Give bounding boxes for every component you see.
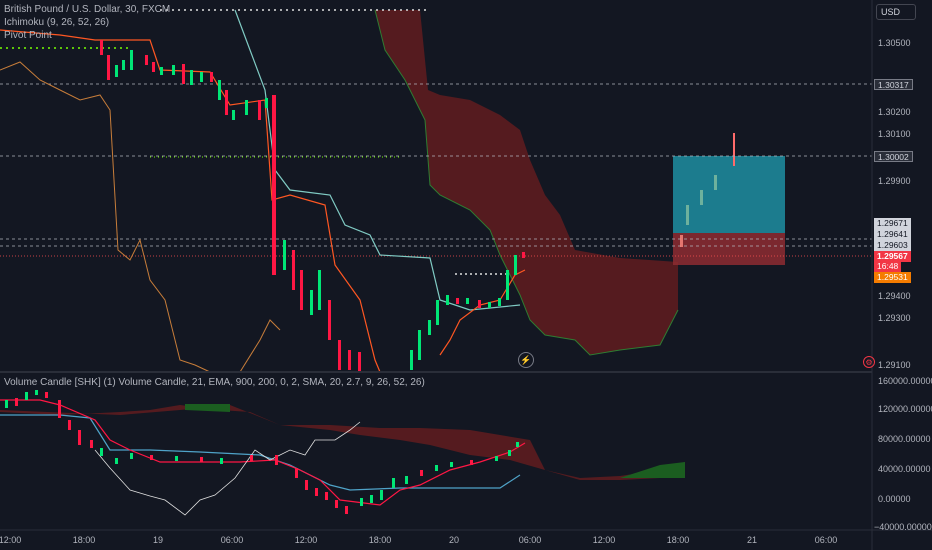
target-zone bbox=[673, 156, 785, 233]
symbol-title[interactable]: British Pound / U.S. Dollar, 30, FXCM bbox=[4, 4, 171, 15]
volume-axis-label: 160000.00000 bbox=[878, 376, 932, 386]
volume-panel-title[interactable]: Volume Candle [SHK] (1) Volume Candle, 2… bbox=[4, 377, 425, 388]
volume-candles bbox=[5, 390, 519, 514]
time-axis-label: 12:00 bbox=[294, 535, 318, 545]
stop-zone bbox=[673, 233, 785, 265]
ichimoku-cloud bbox=[375, 10, 678, 355]
indicator-ichimoku[interactable]: Ichimoku (9, 26, 52, 26) bbox=[4, 17, 110, 28]
current-price-tag: 1.29567 bbox=[874, 251, 911, 262]
time-axis-label: 20 bbox=[448, 535, 460, 545]
price-tag: 1.29603 bbox=[874, 240, 911, 251]
time-axis-label: 18:00 bbox=[72, 535, 96, 545]
time-axis-label: 18:00 bbox=[666, 535, 690, 545]
price-axis-label: 1.29900 bbox=[878, 176, 911, 186]
volume-axis-label: 120000.00000 bbox=[878, 404, 932, 414]
currency-button[interactable]: USD bbox=[876, 4, 916, 20]
time-axis-label: 18:00 bbox=[368, 535, 392, 545]
main-candles bbox=[100, 40, 717, 372]
price-tag: 1.29641 bbox=[874, 229, 911, 240]
price-axis-label: 1.30200 bbox=[878, 107, 911, 117]
price-axis-label: 1.29300 bbox=[878, 313, 911, 323]
volume-axis-label: −40000.00000 bbox=[874, 522, 932, 532]
kijun-line bbox=[234, 9, 521, 311]
time-axis-label: 19 bbox=[152, 535, 164, 545]
price-axis-label: 1.30100 bbox=[878, 129, 911, 139]
gear-icon[interactable]: ⚙ bbox=[863, 356, 875, 368]
price-axis-label: 1.29400 bbox=[878, 291, 911, 301]
time-axis-label: 12:00 bbox=[0, 535, 22, 545]
indicator-pivot-point[interactable]: Pivot Point bbox=[4, 30, 52, 41]
price-axis-label: 1.29100 bbox=[878, 360, 911, 370]
lagging-span bbox=[0, 61, 211, 373]
time-axis-label: 12:00 bbox=[592, 535, 616, 545]
time-axis-label: 06:00 bbox=[518, 535, 542, 545]
price-axis-label: 1.30500 bbox=[878, 38, 911, 48]
price-tag: 1.30002 bbox=[874, 151, 913, 162]
price-tag: 1.30317 bbox=[874, 79, 913, 90]
time-axis-label: 06:00 bbox=[814, 535, 838, 545]
volume-axis-label: 0.00000 bbox=[878, 494, 911, 504]
volume-axis-label: 80000.00000 bbox=[878, 434, 931, 444]
time-axis-label: 06:00 bbox=[220, 535, 244, 545]
countdown-tag: 16:48 bbox=[874, 261, 902, 272]
time-axis-label: 21 bbox=[746, 535, 758, 545]
lightning-icon[interactable]: ⚡ bbox=[518, 352, 534, 368]
price-tag: 1.29671 bbox=[874, 218, 911, 229]
price-tag: 1.29531 bbox=[874, 272, 911, 283]
volume-cloud bbox=[0, 405, 685, 480]
volume-axis-label: 40000.00000 bbox=[878, 464, 931, 474]
